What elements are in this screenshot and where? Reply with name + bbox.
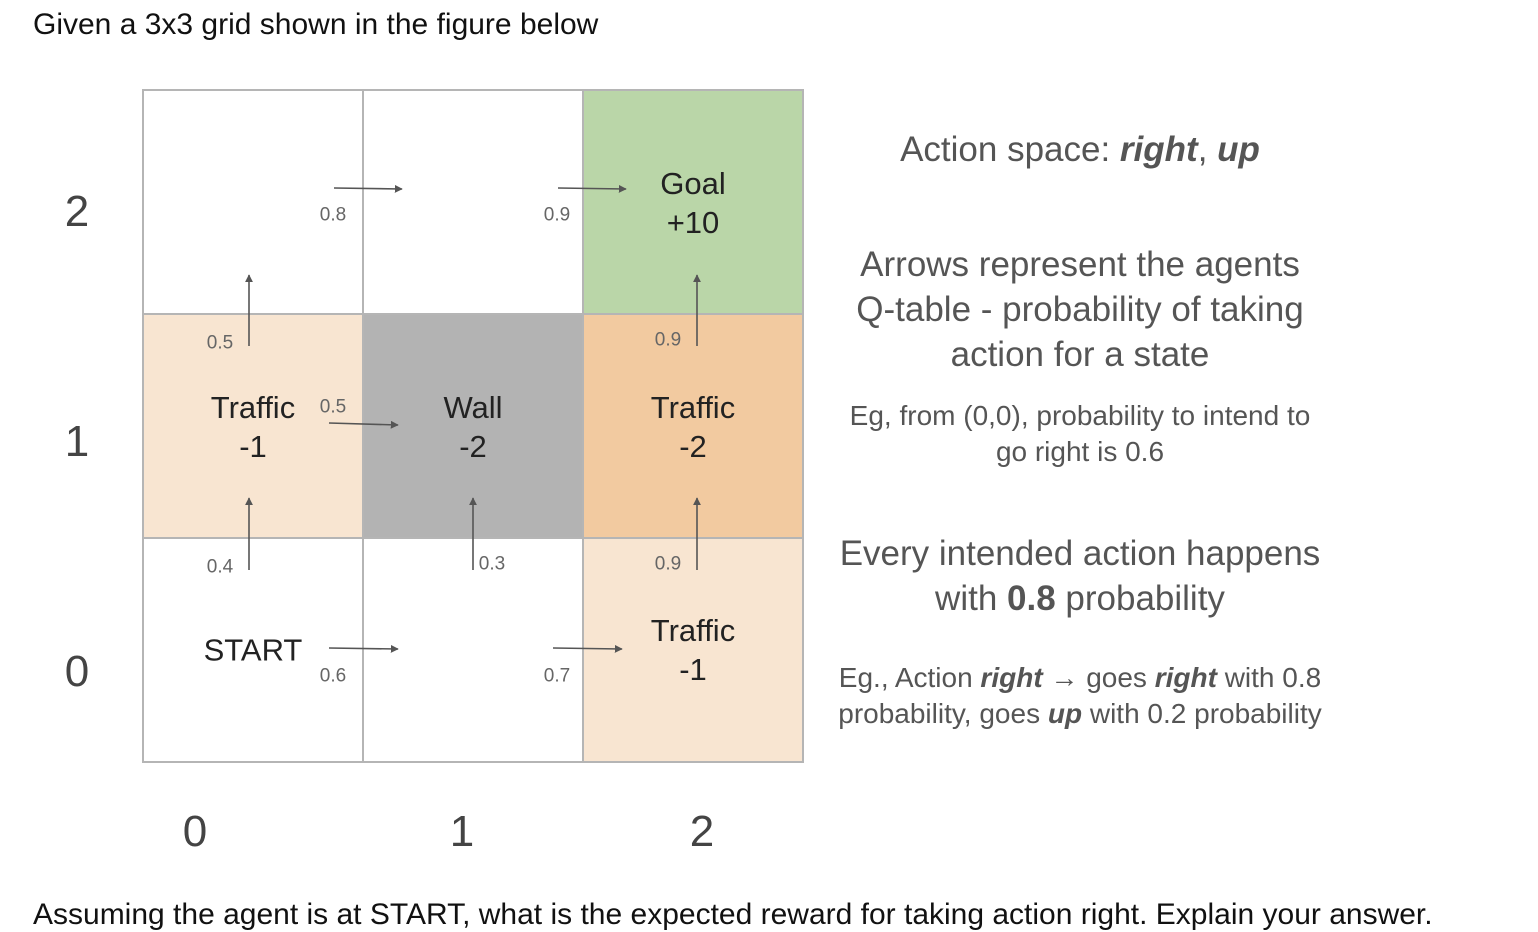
cell-text-r2c0-0: START (203, 632, 303, 668)
action-up: up (1217, 130, 1260, 169)
prob-s02-right: 0.8 (319, 204, 347, 226)
transition-note: Every intended action happens with 0.8 p… (840, 532, 1321, 622)
cell-text-r0c2-0: Goal (660, 165, 726, 201)
cell-label-r1c2: Traffic -2 (651, 388, 735, 466)
arrows-line-2: Q-table - probability of taking (856, 289, 1304, 329)
question-text-cutoff: Assuming the agent is at START, what is … (33, 898, 1433, 931)
grid-cell-r0c0 (142, 89, 364, 315)
cell-text-r1c2-1: -2 (679, 429, 707, 464)
prob-s00-up: 0.4 (206, 556, 234, 578)
eg2-right-2: right (1154, 662, 1217, 693)
transition-prob: 0.8 (1007, 578, 1056, 618)
transition-suffix: probability (1055, 578, 1225, 618)
example-2-line-2: probability, goes up with 0.2 probabilit… (838, 696, 1322, 732)
y-axis-label-2: 2 (64, 187, 90, 236)
eg2-up: up (1047, 697, 1083, 729)
cell-text-r1c1-0: Wall (443, 389, 503, 425)
prob-s10-right: 0.7 (543, 665, 571, 687)
prob-s12-right: 0.9 (543, 204, 571, 226)
cell-text-r1c0-1: -1 (239, 429, 267, 464)
x-axis-label-1: 1 (449, 807, 475, 856)
y-axis-label-0: 0 (64, 647, 90, 696)
arrows-line-1: Arrows represent the agents (860, 245, 1300, 284)
eg2-mid: → goes (1042, 662, 1155, 693)
x-axis-label-0: 0 (182, 807, 208, 856)
eg2-prefix: Eg., Action (838, 662, 981, 693)
cell-text-r1c2-0: Traffic (650, 389, 736, 425)
prob-s20-up: 0.9 (654, 553, 682, 575)
intro-text: Given a 3x3 grid shown in the figure bel… (33, 8, 599, 41)
eg2-line2-suffix: with 0.2 probability (1082, 697, 1322, 729)
cell-label-r2c2: Traffic -1 (651, 611, 735, 689)
eg2-suffix: with 0.8 (1216, 662, 1322, 693)
grid-cell-r2c1 (362, 537, 584, 763)
grid-cell-r2c0 (142, 537, 364, 763)
arrows-explanation: Arrows represent the agents Q-table - pr… (856, 243, 1303, 377)
cell-text-r1c1-1: -2 (459, 429, 487, 464)
cell-text-r2c2-1: -1 (679, 652, 707, 687)
arrows-line-3: action for a state (950, 334, 1210, 374)
y-axis-label-1: 1 (64, 417, 90, 466)
action-sep: , (1197, 130, 1218, 169)
example-2: Eg., Action right → goes right with 0.8 … (838, 660, 1322, 731)
action-right: right (1119, 130, 1198, 169)
cell-text-r1c0-0: Traffic (210, 389, 296, 425)
transition-line-1: Every intended action happens (839, 534, 1321, 573)
example-1-line-2: go right is 0.6 (995, 435, 1165, 467)
action-space-note: Action space: right, up (900, 128, 1260, 173)
cell-label-r0c2: Goal +10 (660, 164, 725, 242)
prob-s10-up: 0.3 (478, 553, 506, 575)
example-1-line-1: Eg, from (0,0), probability to intend to (849, 400, 1311, 431)
eg2-line2-prefix: probability, goes (838, 697, 1048, 729)
cell-label-r1c0: Traffic -1 (211, 388, 295, 466)
prob-s21-up: 0.9 (654, 329, 682, 351)
eg2-right-1: right (980, 662, 1043, 693)
cell-text-r0c2-1: +10 (666, 205, 720, 240)
prob-s01-up: 0.5 (206, 332, 234, 354)
transition-with: with (935, 578, 1008, 618)
action-space-prefix: Action space: (900, 130, 1120, 169)
example-1: Eg, from (0,0), probability to intend to… (850, 398, 1311, 469)
prob-s00-right: 0.6 (319, 665, 347, 687)
prob-s01-right: 0.5 (319, 396, 347, 418)
x-axis-label-2: 2 (689, 807, 715, 856)
transition-line-2: with 0.8 probability (840, 577, 1321, 622)
cell-label-r1c1: Wall -2 (443, 388, 502, 466)
cell-label-r2c0: START (204, 630, 303, 669)
cell-text-r2c2-0: Traffic (650, 612, 736, 648)
example-2-line-1: Eg., Action right → goes right with 0.8 (838, 660, 1322, 696)
grid-cell-r0c1 (362, 89, 584, 315)
grid-cell-r2c2 (582, 537, 804, 763)
